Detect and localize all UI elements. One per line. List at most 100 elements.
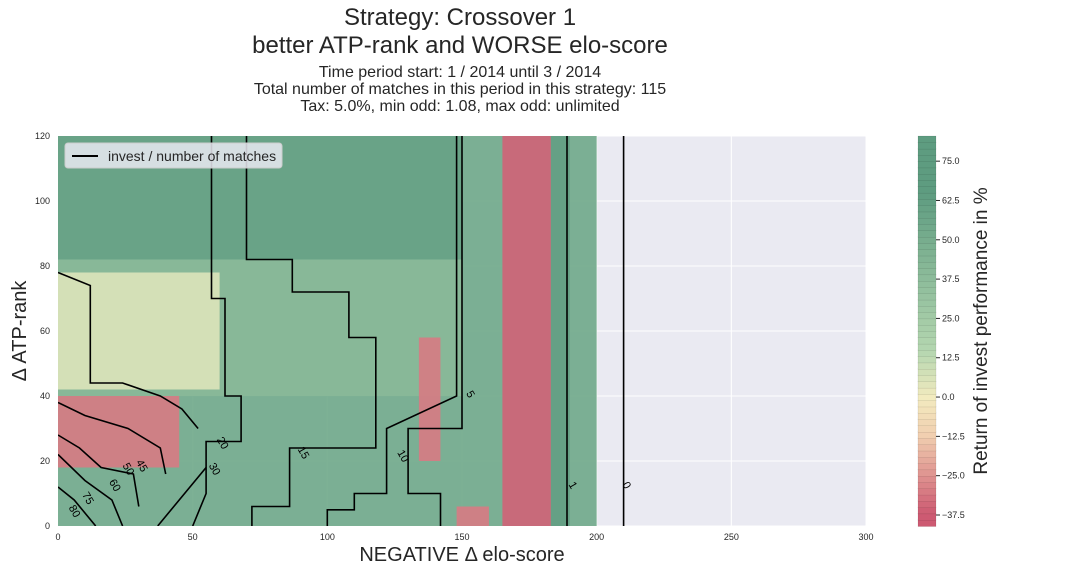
x-axis-label: NEGATIVE Δ elo-score	[359, 544, 564, 566]
x-tick-label-1: 50	[188, 532, 198, 542]
colorbar-ticks: 75.0 62.5 50.0 37.5 25.0 12.5 0.0 −12.5 −25.0 −37…	[936, 156, 965, 520]
colorbar-segment-41	[917, 261, 937, 269]
colorbar-tick-label-5: 12.5	[942, 353, 960, 363]
colorbar-segment-1	[917, 513, 937, 521]
contour-line-45	[58, 271, 199, 430]
heat-regions	[58, 136, 597, 526]
colorbar-segment-29	[917, 337, 937, 345]
colorbar-tick-label-1: 62.5	[942, 195, 960, 205]
colorbar-label: Return of invest performance in %	[971, 187, 992, 474]
colorbar-segment-16	[917, 418, 937, 427]
colorbar-segment-9	[917, 462, 937, 471]
colorbar-segment-26	[917, 356, 937, 364]
colorbar-segment-11	[917, 450, 937, 458]
colorbar-segment-37	[917, 286, 937, 294]
heat-region-7	[550, 136, 570, 526]
chart-subtitle-matches: Total number of matches in this period i…	[253, 81, 667, 98]
contour-line-5	[407, 136, 463, 526]
contour-label-11: 0	[619, 480, 632, 491]
chart-title-line2: better ATP-rank and WORSE elo-score	[252, 32, 668, 59]
colorbar-segment-20	[917, 393, 937, 401]
x-tick-label-3: 150	[454, 532, 469, 542]
colorbar-segment-30	[917, 330, 937, 338]
colorbar-segment-38	[917, 280, 937, 288]
contour-line-75	[58, 453, 124, 526]
colorbar-segment-31	[917, 324, 937, 332]
colorbar-tick-label-0: 75.0	[942, 156, 960, 166]
colorbar-segment-13	[917, 437, 937, 445]
colorbar-segment-42	[917, 255, 937, 263]
colorbar-segment-17	[917, 412, 937, 420]
contour-line-30	[157, 466, 207, 526]
colorbar-segment-2	[917, 506, 937, 515]
colorbar-segment-49	[917, 211, 937, 219]
colorbar-segment-54	[917, 179, 937, 187]
contour-label-6: 20	[214, 435, 231, 452]
colorbar-segment-53	[917, 186, 937, 194]
legend: invest / number of matches	[64, 142, 283, 169]
colorbar-tick-label-2: 50.0	[942, 235, 960, 245]
colorbar-segment-33	[917, 311, 937, 320]
contour-label-10: 1	[566, 480, 579, 491]
heat-region-8	[456, 506, 489, 526]
colorbar-segment-7	[917, 475, 937, 483]
contour-label-7: 15	[295, 445, 312, 462]
x-tick-label-2: 100	[320, 532, 335, 542]
contour-label-1: 75	[79, 490, 96, 507]
colorbar-segment-14	[917, 431, 937, 439]
colorbar-segment-24	[917, 368, 937, 376]
colorbar-segment-8	[917, 469, 937, 477]
contour-label-8: 10	[394, 448, 411, 465]
colorbar-segment-19	[917, 400, 937, 408]
colorbar-tick-label-3: 37.5	[942, 274, 960, 284]
colorbar-segment-43	[917, 249, 937, 257]
contour-line-50	[58, 401, 167, 475]
contour-label-2: 60	[106, 477, 123, 494]
chart-subtitle-tax: Tax: 5.0%, min odd: 1.08, max odd: unlim…	[300, 98, 620, 115]
colorbar-segment-34	[917, 305, 937, 313]
colorbar-tick-label-9: −37.5	[942, 510, 965, 520]
colorbar-segment-12	[917, 444, 937, 452]
contour-label-3: 50	[120, 461, 137, 478]
chart-subtitle-period: Time period start: 1 / 2014 until 3 / 20…	[318, 64, 602, 81]
y-tick-label-5: 100	[35, 196, 50, 206]
heat-region-4	[58, 396, 180, 468]
heat-region-6	[502, 136, 551, 526]
contour-line-80	[58, 486, 97, 526]
colorbar-segment-28	[917, 343, 937, 351]
chart-title: Strategy: Crossover 1	[343, 4, 577, 31]
contour-label-5: 30	[206, 461, 223, 478]
x-axis-ticks: 0 50 100 150 200 250 300	[55, 532, 873, 542]
colorbar-segment-15	[917, 425, 937, 433]
colorbar-segment-39	[917, 274, 937, 282]
contour-line-20	[191, 136, 242, 526]
colorbar-segment-22	[917, 381, 937, 389]
colorbar-segment-44	[917, 242, 937, 250]
colorbar-segment-45	[917, 236, 937, 244]
x-tick-label-5: 250	[724, 532, 739, 542]
colorbar-tick-label-8: −25.0	[942, 471, 965, 481]
contour-line-60	[58, 434, 140, 507]
contour-lines	[58, 136, 625, 526]
colorbar-segment-5	[917, 488, 937, 496]
legend-box	[64, 142, 283, 169]
contour-line-10	[326, 136, 458, 526]
y-tick-label-3: 60	[40, 326, 50, 336]
colorbar-segment-59	[917, 148, 937, 156]
colorbar-segment-51	[917, 198, 937, 206]
colorbar-segment-18	[917, 406, 937, 414]
colorbar-segment-32	[917, 318, 937, 326]
colorbar-segment-48	[917, 217, 937, 225]
colorbar-segment-52	[917, 192, 937, 200]
y-tick-label-4: 80	[40, 261, 50, 271]
legend-label: invest / number of matches	[108, 148, 276, 164]
colorbar-segment-40	[917, 267, 937, 276]
y-tick-label-0: 0	[45, 521, 50, 531]
colorbar-segment-46	[917, 230, 937, 238]
colorbar-segment-10	[917, 456, 937, 464]
colorbar	[917, 135, 937, 527]
colorbar-segment-0	[917, 519, 937, 527]
